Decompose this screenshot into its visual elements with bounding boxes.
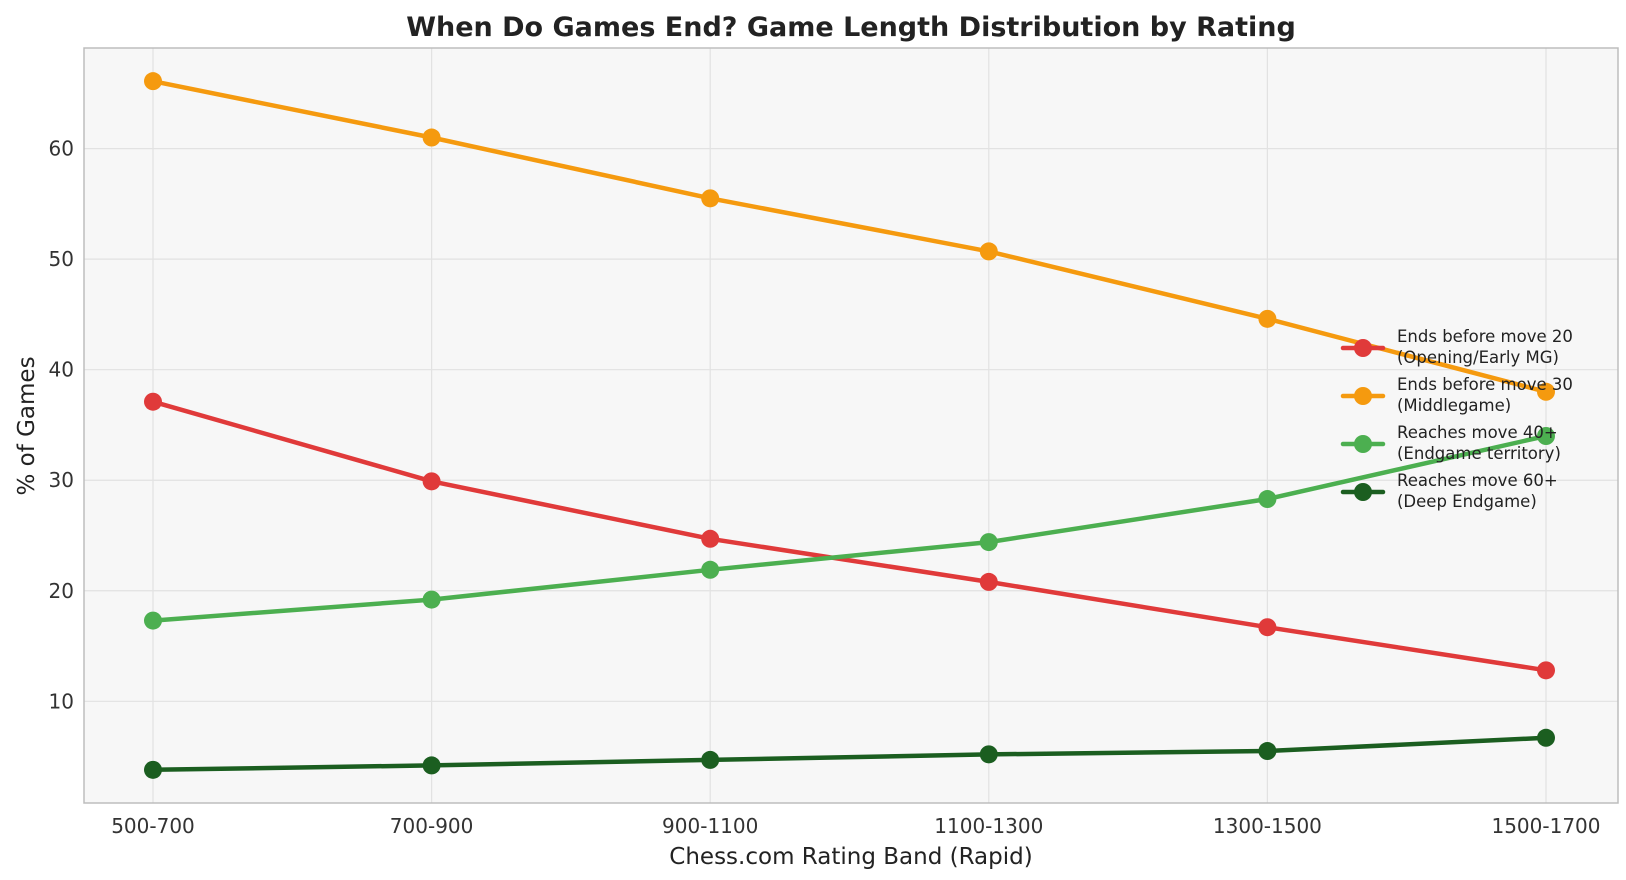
series-layer [144,72,1555,779]
series-line [150,735,1549,773]
data-point [1537,427,1555,446]
legend-label: (Endgame territory) [1397,444,1561,463]
legend-label: Reaches move 60+ [1397,471,1558,490]
axis-ticks: 500-700 700-900 900-1100 1100-1300 1300-1500… [49,137,1601,838]
data-point [1537,728,1555,747]
legend-label: Reaches move 40+ [1397,423,1558,442]
legend-item: Reaches move 40+ (Endgame territory) [1340,423,1561,463]
y-tick-label: 60 [49,137,74,161]
x-tick-label: 700-900 [390,814,474,838]
data-point [701,750,720,769]
data-point [422,472,441,491]
chart-title: When Do Games End? Game Length Distribut… [406,12,1296,43]
series-1 [144,392,1555,680]
legend-label: Ends before move 20 [1397,327,1573,346]
legend-marker [1354,387,1372,405]
y-tick-label: 40 [49,358,74,382]
x-tick-label: 500-700 [111,814,195,838]
legend-item: Ends before move 30 (Middlegame) [1340,375,1573,415]
y-tick-label: 10 [49,689,74,713]
data-point [1258,742,1277,761]
data-point [422,590,441,609]
data-point [701,560,720,579]
data-point [144,72,162,91]
data-point [1537,382,1555,401]
legend-marker [1354,483,1372,501]
legend-item: Ends before move 20 (Opening/Early MG) [1340,327,1573,367]
legend: Ends before move 20(Opening/Early MG)End… [1340,327,1573,511]
data-point [979,533,998,552]
data-point [144,760,162,779]
data-point [701,529,720,548]
data-point [1258,618,1277,637]
legend-label: (Opening/Early MG) [1397,348,1559,367]
legend-label: Ends before move 30 [1397,375,1573,394]
plot-area [84,48,1618,803]
legend-marker [1354,339,1372,357]
series-line [150,399,1549,673]
series-line [150,78,1549,395]
legend-item: Reaches move 60+ (Deep Endgame) [1340,471,1558,511]
data-point [979,572,998,591]
data-point [144,392,162,411]
series-line [150,433,1549,623]
data-point [422,756,441,775]
data-point [979,745,998,764]
series-3 [144,427,1555,630]
series-2 [144,72,1555,401]
data-point [1258,490,1277,509]
plot-frame [83,47,1619,804]
legend-label: (Deep Endgame) [1397,492,1537,511]
data-point [144,611,162,630]
x-tick-label: 1300-1500 [1213,814,1322,838]
legend-label: (Middlegame) [1397,396,1511,415]
grid [84,48,1618,803]
y-tick-label: 30 [49,468,74,492]
x-tick-label: 900-1100 [662,814,758,838]
data-point [1537,661,1555,680]
data-point [979,242,998,261]
y-tick-label: 50 [49,247,74,271]
y-axis-title: % of Games [14,356,40,495]
x-tick-label: 1100-1300 [934,814,1043,838]
data-point [701,189,720,208]
data-point [422,128,441,147]
data-point [1258,309,1277,328]
x-tick-label: 1500-1700 [1491,814,1600,838]
y-tick-label: 20 [49,579,74,603]
series-4 [144,728,1555,779]
x-axis-title: Chess.com Rating Band (Rapid) [669,844,1032,870]
legend-marker [1354,435,1372,453]
